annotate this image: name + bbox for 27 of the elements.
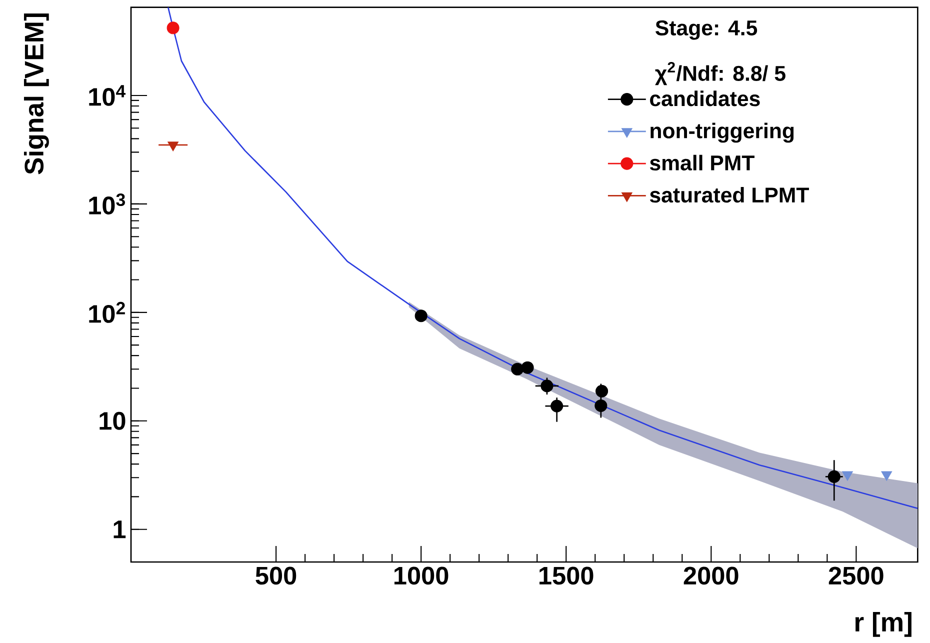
x-axis-title: r [m] — [855, 612, 912, 637]
y-tick-label: 10 — [100, 412, 126, 430]
annotation: Stage: 4.5 — [656, 20, 758, 40]
y-tick-label: 10$^{3}$ — [89, 193, 125, 214]
legend-label: small PMT — [650, 154, 754, 170]
point — [828, 470, 840, 483]
y-tick-label: 10$^{2}$ — [89, 302, 125, 323]
x-tick-label: 500 — [256, 566, 296, 585]
point — [596, 384, 608, 398]
legend-label: saturated LPMT — [650, 186, 809, 203]
legend-label: non-triggering — [650, 122, 794, 143]
point — [511, 362, 524, 376]
legend-label: candidates — [650, 90, 760, 106]
y-axis-title: Signal [VEM] — [24, 14, 49, 174]
x-tick-label: 2000 — [684, 566, 738, 585]
y-tick-label: 10$^{4}$ — [89, 85, 126, 106]
y-tick-label: 1 — [114, 520, 126, 538]
annotation: χ$^{2}$/Ndf: 8.8/ 5 — [655, 62, 786, 86]
point — [166, 22, 180, 34]
point — [521, 361, 534, 374]
point — [594, 399, 608, 412]
x-tick-label: 1500 — [540, 566, 594, 585]
point — [414, 310, 428, 322]
x-tick-label: 1000 — [394, 566, 448, 585]
x-tick-label: 2500 — [828, 566, 884, 585]
point — [168, 142, 179, 152]
line-series — [167, 7, 918, 510]
